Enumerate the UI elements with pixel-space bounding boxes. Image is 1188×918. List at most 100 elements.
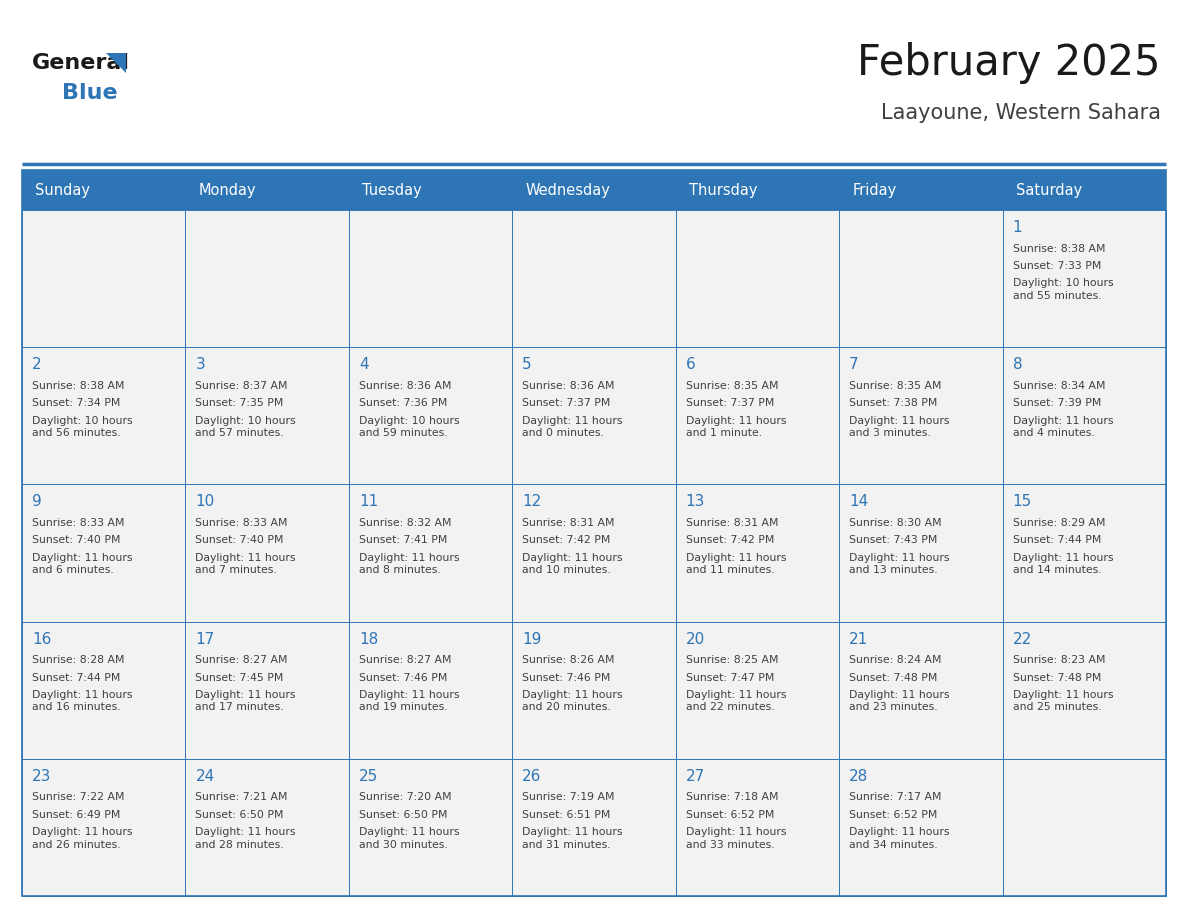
Text: Daylight: 11 hours
and 23 minutes.: Daylight: 11 hours and 23 minutes.	[849, 690, 949, 712]
Text: Sunset: 7:40 PM: Sunset: 7:40 PM	[32, 535, 120, 545]
Bar	[349, 485, 512, 621]
Bar	[185, 621, 349, 759]
Text: Sunset: 7:37 PM: Sunset: 7:37 PM	[523, 398, 611, 409]
Text: Sunset: 7:39 PM: Sunset: 7:39 PM	[1012, 398, 1101, 409]
Text: Sunset: 6:52 PM: Sunset: 6:52 PM	[849, 810, 937, 820]
Text: Daylight: 11 hours
and 8 minutes.: Daylight: 11 hours and 8 minutes.	[359, 553, 460, 576]
Text: Sunrise: 7:18 AM: Sunrise: 7:18 AM	[685, 792, 778, 802]
Text: 15: 15	[1012, 495, 1032, 509]
Text: Sunrise: 8:34 AM: Sunrise: 8:34 AM	[1012, 381, 1105, 391]
Text: Daylight: 11 hours
and 34 minutes.: Daylight: 11 hours and 34 minutes.	[849, 827, 949, 850]
Bar	[676, 347, 839, 485]
Text: Sunset: 7:44 PM: Sunset: 7:44 PM	[32, 673, 120, 683]
Text: 22: 22	[1012, 632, 1032, 646]
Text: 4: 4	[359, 357, 368, 372]
Bar	[23, 621, 185, 759]
Bar	[676, 485, 839, 621]
Text: 20: 20	[685, 632, 704, 646]
Text: Sunset: 7:48 PM: Sunset: 7:48 PM	[1012, 673, 1101, 683]
Text: Daylight: 11 hours
and 3 minutes.: Daylight: 11 hours and 3 minutes.	[849, 416, 949, 438]
Bar	[512, 347, 676, 485]
Text: Sunrise: 8:38 AM: Sunrise: 8:38 AM	[32, 381, 125, 391]
Bar	[1003, 347, 1165, 485]
Text: 13: 13	[685, 495, 706, 509]
Text: 16: 16	[32, 632, 51, 646]
Text: February 2025: February 2025	[858, 42, 1161, 84]
Text: Wednesday: Wednesday	[525, 183, 611, 197]
Text: Sunset: 7:38 PM: Sunset: 7:38 PM	[849, 398, 937, 409]
Text: Sunrise: 8:36 AM: Sunrise: 8:36 AM	[359, 381, 451, 391]
Text: Sunset: 6:51 PM: Sunset: 6:51 PM	[523, 810, 611, 820]
Bar	[839, 347, 1003, 485]
Text: Sunset: 7:33 PM: Sunset: 7:33 PM	[1012, 261, 1101, 271]
Text: Daylight: 11 hours
and 30 minutes.: Daylight: 11 hours and 30 minutes.	[359, 827, 460, 850]
Text: Saturday: Saturday	[1016, 183, 1082, 197]
Text: Sunset: 7:46 PM: Sunset: 7:46 PM	[359, 673, 447, 683]
Text: Sunrise: 7:19 AM: Sunrise: 7:19 AM	[523, 792, 614, 802]
Text: 24: 24	[196, 768, 215, 784]
Text: Daylight: 11 hours
and 6 minutes.: Daylight: 11 hours and 6 minutes.	[32, 553, 133, 576]
Text: Sunrise: 8:29 AM: Sunrise: 8:29 AM	[1012, 518, 1105, 528]
Text: 28: 28	[849, 768, 868, 784]
Text: Sunrise: 8:27 AM: Sunrise: 8:27 AM	[196, 655, 287, 666]
Text: Tuesday: Tuesday	[362, 183, 422, 197]
Text: Thursday: Thursday	[689, 183, 757, 197]
Text: Sunday: Sunday	[34, 183, 90, 197]
Polygon shape	[107, 53, 126, 73]
Text: Sunrise: 8:27 AM: Sunrise: 8:27 AM	[359, 655, 451, 666]
Text: Sunset: 7:48 PM: Sunset: 7:48 PM	[849, 673, 937, 683]
Text: Sunrise: 7:20 AM: Sunrise: 7:20 AM	[359, 792, 451, 802]
Text: 23: 23	[32, 768, 51, 784]
Text: 1: 1	[1012, 220, 1022, 235]
Text: Sunrise: 8:33 AM: Sunrise: 8:33 AM	[32, 518, 125, 528]
Bar	[676, 210, 839, 347]
Text: 27: 27	[685, 768, 704, 784]
Text: Daylight: 11 hours
and 7 minutes.: Daylight: 11 hours and 7 minutes.	[196, 553, 296, 576]
Bar	[349, 210, 512, 347]
Text: 7: 7	[849, 357, 859, 372]
Text: 9: 9	[32, 495, 42, 509]
Text: Sunrise: 8:35 AM: Sunrise: 8:35 AM	[849, 381, 942, 391]
Text: Friday: Friday	[852, 183, 897, 197]
Text: 21: 21	[849, 632, 868, 646]
Text: Daylight: 11 hours
and 0 minutes.: Daylight: 11 hours and 0 minutes.	[523, 416, 623, 438]
Text: Sunrise: 8:30 AM: Sunrise: 8:30 AM	[849, 518, 942, 528]
Text: Sunrise: 8:23 AM: Sunrise: 8:23 AM	[1012, 655, 1105, 666]
Text: Sunrise: 8:24 AM: Sunrise: 8:24 AM	[849, 655, 942, 666]
Text: Sunrise: 8:31 AM: Sunrise: 8:31 AM	[685, 518, 778, 528]
Bar	[676, 759, 839, 896]
Bar	[185, 485, 349, 621]
Text: 10: 10	[196, 495, 215, 509]
Text: 14: 14	[849, 495, 868, 509]
Bar	[512, 621, 676, 759]
Text: 12: 12	[523, 495, 542, 509]
Bar	[23, 170, 1165, 210]
Text: Sunrise: 8:32 AM: Sunrise: 8:32 AM	[359, 518, 451, 528]
Text: Daylight: 11 hours
and 25 minutes.: Daylight: 11 hours and 25 minutes.	[1012, 690, 1113, 712]
Text: Sunset: 7:41 PM: Sunset: 7:41 PM	[359, 535, 447, 545]
Text: Daylight: 11 hours
and 26 minutes.: Daylight: 11 hours and 26 minutes.	[32, 827, 133, 850]
Text: Daylight: 10 hours
and 59 minutes.: Daylight: 10 hours and 59 minutes.	[359, 416, 460, 438]
Text: 2: 2	[32, 357, 42, 372]
Bar	[23, 170, 1165, 896]
Bar	[23, 485, 185, 621]
Text: Sunset: 7:47 PM: Sunset: 7:47 PM	[685, 673, 775, 683]
Text: Sunrise: 8:36 AM: Sunrise: 8:36 AM	[523, 381, 614, 391]
Bar	[512, 485, 676, 621]
Bar	[1003, 485, 1165, 621]
Text: Blue: Blue	[62, 83, 118, 103]
Text: Sunset: 7:45 PM: Sunset: 7:45 PM	[196, 673, 284, 683]
Text: Daylight: 11 hours
and 14 minutes.: Daylight: 11 hours and 14 minutes.	[1012, 553, 1113, 576]
Text: Sunrise: 8:38 AM: Sunrise: 8:38 AM	[1012, 243, 1105, 253]
Text: 18: 18	[359, 632, 378, 646]
Text: Sunset: 6:50 PM: Sunset: 6:50 PM	[359, 810, 448, 820]
Text: Sunrise: 7:17 AM: Sunrise: 7:17 AM	[849, 792, 942, 802]
Text: Sunset: 6:52 PM: Sunset: 6:52 PM	[685, 810, 775, 820]
Text: Sunset: 7:40 PM: Sunset: 7:40 PM	[196, 535, 284, 545]
Text: Daylight: 10 hours
and 57 minutes.: Daylight: 10 hours and 57 minutes.	[196, 416, 296, 438]
Bar	[23, 759, 185, 896]
Text: Daylight: 10 hours
and 56 minutes.: Daylight: 10 hours and 56 minutes.	[32, 416, 133, 438]
Text: 5: 5	[523, 357, 532, 372]
Bar	[839, 621, 1003, 759]
Text: Daylight: 11 hours
and 16 minutes.: Daylight: 11 hours and 16 minutes.	[32, 690, 133, 712]
